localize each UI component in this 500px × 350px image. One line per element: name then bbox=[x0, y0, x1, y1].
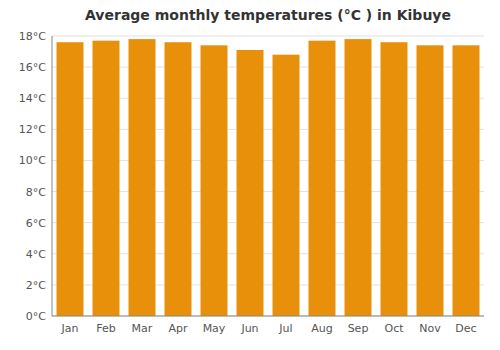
chart-container: Average monthly temperatures (°C ) in Ki… bbox=[0, 0, 500, 350]
bar bbox=[453, 45, 480, 316]
bar bbox=[201, 45, 228, 316]
y-tick-label: 0°C bbox=[26, 310, 46, 323]
x-tick-label: Dec bbox=[455, 322, 476, 335]
x-tick-label: Aug bbox=[311, 322, 332, 335]
bar bbox=[417, 45, 444, 316]
y-tick-label: 16°C bbox=[19, 61, 46, 74]
x-tick-label: Jan bbox=[61, 322, 79, 335]
x-ticks: Jan Feb Mar Apr May Jun Jul Aug Sep Oct Nov Dec bbox=[61, 322, 477, 335]
bar bbox=[57, 42, 84, 316]
y-tick-label: 2°C bbox=[26, 279, 46, 292]
y-tick-label: 12°C bbox=[19, 123, 46, 136]
y-ticks: 0°C 2°C 4°C 6°C 8°C 10°C 12°C 14°C 16°C 18°C bbox=[19, 30, 46, 323]
bar bbox=[93, 41, 120, 316]
bar bbox=[129, 39, 156, 316]
title: Average monthly temperatures (°C ) in Ki… bbox=[85, 7, 451, 23]
bar bbox=[309, 41, 336, 316]
y-tick-label: 8°C bbox=[26, 186, 46, 199]
x-tick-label: Apr bbox=[168, 322, 188, 335]
y-tick-label: 6°C bbox=[26, 217, 46, 230]
bar bbox=[345, 39, 372, 316]
chart: Average monthly temperatures (°C ) in Ki… bbox=[0, 0, 500, 350]
bar bbox=[237, 50, 264, 316]
y-tick-label: 18°C bbox=[19, 30, 46, 43]
x-tick-label: Mar bbox=[132, 322, 153, 335]
y-tick-label: 14°C bbox=[19, 92, 46, 105]
bar bbox=[165, 42, 192, 316]
x-tick-label: Jul bbox=[278, 322, 292, 335]
x-tick-label: Feb bbox=[96, 322, 115, 335]
bars bbox=[57, 39, 480, 316]
y-axis bbox=[52, 36, 53, 316]
bar bbox=[381, 42, 408, 316]
x-axis bbox=[52, 316, 484, 317]
x-tick-label: Sep bbox=[348, 322, 369, 335]
grid-line bbox=[52, 36, 484, 37]
y-tick-label: 10°C bbox=[19, 154, 46, 167]
grid-line bbox=[52, 316, 484, 317]
x-tick-label: Oct bbox=[384, 322, 404, 335]
x-tick-label: Jun bbox=[240, 322, 258, 335]
bar bbox=[273, 55, 300, 316]
y-tick-label: 4°C bbox=[26, 248, 46, 261]
x-tick-label: May bbox=[203, 322, 226, 335]
x-tick-label: Nov bbox=[419, 322, 441, 335]
grid bbox=[52, 36, 484, 316]
